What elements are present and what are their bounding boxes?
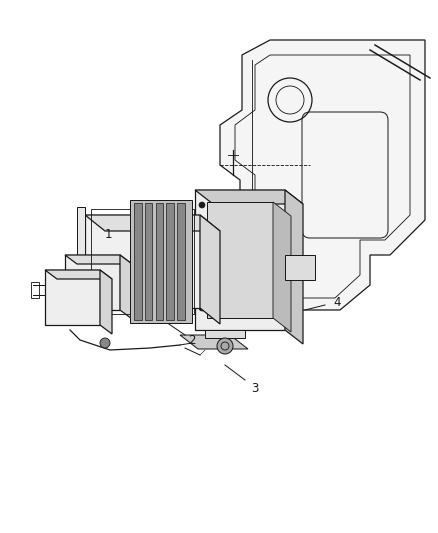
Polygon shape — [166, 203, 173, 320]
Polygon shape — [205, 330, 244, 338]
Circle shape — [198, 257, 205, 263]
Polygon shape — [85, 215, 200, 308]
Polygon shape — [177, 203, 184, 320]
Polygon shape — [155, 203, 163, 320]
Polygon shape — [85, 215, 219, 231]
Text: 2: 2 — [188, 334, 195, 346]
Polygon shape — [219, 40, 424, 310]
Polygon shape — [284, 190, 302, 344]
Polygon shape — [194, 190, 302, 204]
Polygon shape — [272, 202, 290, 332]
Text: 3: 3 — [251, 382, 258, 394]
Polygon shape — [134, 203, 141, 320]
Circle shape — [198, 305, 205, 311]
Polygon shape — [77, 207, 85, 316]
Circle shape — [216, 338, 233, 354]
Circle shape — [198, 282, 205, 288]
Polygon shape — [194, 190, 284, 330]
Circle shape — [198, 217, 205, 223]
Polygon shape — [130, 200, 191, 323]
Polygon shape — [65, 255, 132, 264]
Polygon shape — [180, 335, 247, 349]
Polygon shape — [145, 203, 152, 320]
Text: 4: 4 — [332, 295, 340, 309]
Circle shape — [198, 202, 205, 208]
Polygon shape — [45, 270, 100, 325]
Polygon shape — [284, 255, 314, 280]
Text: 1: 1 — [104, 228, 112, 240]
Circle shape — [198, 237, 205, 243]
Polygon shape — [120, 255, 132, 319]
Polygon shape — [100, 270, 112, 334]
Polygon shape — [45, 270, 112, 279]
Polygon shape — [200, 215, 219, 324]
Polygon shape — [65, 255, 120, 310]
Circle shape — [100, 338, 110, 348]
Polygon shape — [207, 202, 272, 318]
